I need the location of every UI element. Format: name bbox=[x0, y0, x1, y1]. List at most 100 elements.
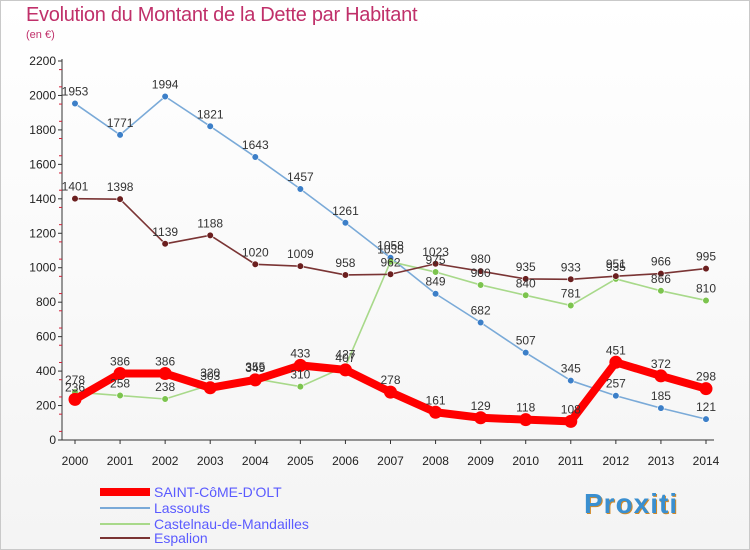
data-point bbox=[384, 385, 397, 399]
data-point bbox=[477, 281, 485, 289]
data-label: 840 bbox=[516, 276, 536, 290]
y-tick-label: 1400 bbox=[29, 192, 56, 206]
data-point bbox=[519, 413, 533, 427]
data-label: 386 bbox=[155, 355, 175, 369]
data-label: 451 bbox=[606, 343, 626, 357]
data-point bbox=[564, 414, 578, 428]
data-point bbox=[248, 373, 262, 387]
data-point bbox=[116, 195, 124, 203]
data-point bbox=[657, 404, 665, 412]
data-point bbox=[338, 363, 352, 377]
data-label: 257 bbox=[606, 377, 626, 391]
y-tick-label: 1000 bbox=[29, 261, 56, 275]
data-label: 238 bbox=[155, 380, 175, 394]
data-label: 980 bbox=[471, 252, 491, 266]
data-point bbox=[654, 369, 668, 383]
data-label: 1020 bbox=[242, 245, 269, 259]
data-point bbox=[161, 240, 169, 248]
data-label: 507 bbox=[516, 334, 536, 348]
y-tick-label: 2000 bbox=[29, 88, 56, 102]
data-point bbox=[612, 272, 620, 280]
data-point bbox=[386, 258, 395, 266]
data-point bbox=[296, 382, 304, 391]
data-label: 278 bbox=[65, 373, 85, 387]
data-point bbox=[71, 99, 79, 108]
y-tick-label: 1600 bbox=[29, 157, 56, 171]
legend-item: SAINT-CôME-D'OLT bbox=[154, 484, 282, 500]
x-tick-label: 2001 bbox=[107, 454, 134, 468]
data-label: 407 bbox=[335, 351, 355, 365]
data-label: 1188 bbox=[197, 216, 223, 230]
data-point bbox=[567, 301, 575, 310]
data-point bbox=[477, 267, 485, 275]
data-point bbox=[522, 349, 530, 357]
y-tick-label: 2200 bbox=[29, 54, 56, 68]
y-tick-label: 800 bbox=[36, 295, 56, 309]
data-label: 185 bbox=[651, 389, 671, 403]
y-tick-label: 1800 bbox=[29, 123, 56, 137]
data-point bbox=[702, 415, 710, 423]
data-label: 958 bbox=[335, 256, 355, 270]
data-point bbox=[702, 264, 710, 273]
data-point bbox=[206, 122, 214, 130]
x-tick-label: 2000 bbox=[62, 454, 89, 468]
data-label: 427 bbox=[335, 347, 355, 361]
data-label: 161 bbox=[426, 393, 446, 407]
x-tick-label: 2010 bbox=[512, 454, 539, 468]
y-tick-label: 600 bbox=[36, 330, 56, 344]
x-tick-label: 2003 bbox=[197, 454, 224, 468]
data-label: 298 bbox=[696, 370, 716, 384]
data-label: 355 bbox=[245, 360, 265, 374]
data-label: 310 bbox=[290, 368, 310, 382]
data-point bbox=[341, 271, 350, 279]
data-point bbox=[609, 355, 623, 369]
data-point bbox=[477, 318, 485, 327]
x-tick-label: 2011 bbox=[558, 454, 584, 468]
data-point bbox=[251, 153, 259, 161]
data-point bbox=[474, 411, 488, 425]
y-tick-label: 0 bbox=[49, 433, 56, 447]
data-point bbox=[293, 358, 307, 372]
data-point bbox=[567, 376, 575, 385]
data-label: 372 bbox=[651, 357, 671, 371]
data-point bbox=[296, 185, 304, 193]
data-label: 1771 bbox=[107, 116, 134, 130]
data-label: 1023 bbox=[422, 245, 449, 259]
data-label: 278 bbox=[380, 373, 400, 387]
data-label: 1261 bbox=[332, 204, 359, 218]
y-tick-label: 1200 bbox=[29, 226, 56, 240]
data-label: 1953 bbox=[62, 85, 89, 99]
data-label: 320 bbox=[200, 366, 220, 380]
x-tick-label: 2012 bbox=[603, 454, 630, 468]
data-point bbox=[699, 382, 713, 396]
data-point bbox=[116, 391, 124, 400]
data-point bbox=[431, 290, 440, 298]
data-point bbox=[522, 275, 530, 283]
chart-title: Evolution du Montant de la Dette par Hab… bbox=[26, 4, 418, 26]
data-label: 975 bbox=[426, 253, 446, 267]
legend-item: Lassouts bbox=[154, 500, 210, 516]
data-point bbox=[158, 367, 172, 381]
data-point bbox=[386, 270, 395, 278]
proxiti-logo: Proxiti bbox=[584, 488, 679, 519]
y-tick-label: 200 bbox=[36, 399, 56, 413]
data-point bbox=[113, 367, 127, 381]
data-label: 935 bbox=[606, 260, 626, 274]
data-point bbox=[296, 262, 304, 270]
legend-item: Castelnau-de-Mandailles bbox=[154, 516, 309, 532]
data-label: 682 bbox=[471, 304, 491, 318]
data-label: 866 bbox=[651, 272, 671, 286]
data-point bbox=[567, 275, 575, 283]
data-label: 1457 bbox=[287, 170, 314, 184]
data-label: 1058 bbox=[377, 239, 404, 253]
data-label: 1994 bbox=[152, 77, 179, 91]
data-point bbox=[206, 231, 214, 239]
data-label: 236 bbox=[65, 380, 85, 394]
data-label: 849 bbox=[426, 275, 446, 289]
x-tick-label: 2005 bbox=[287, 454, 314, 468]
y-tick-label: 400 bbox=[36, 364, 56, 378]
chart-subtitle: (en €) bbox=[26, 29, 55, 41]
data-label: 108 bbox=[561, 402, 581, 416]
x-tick-label: 2009 bbox=[467, 454, 494, 468]
